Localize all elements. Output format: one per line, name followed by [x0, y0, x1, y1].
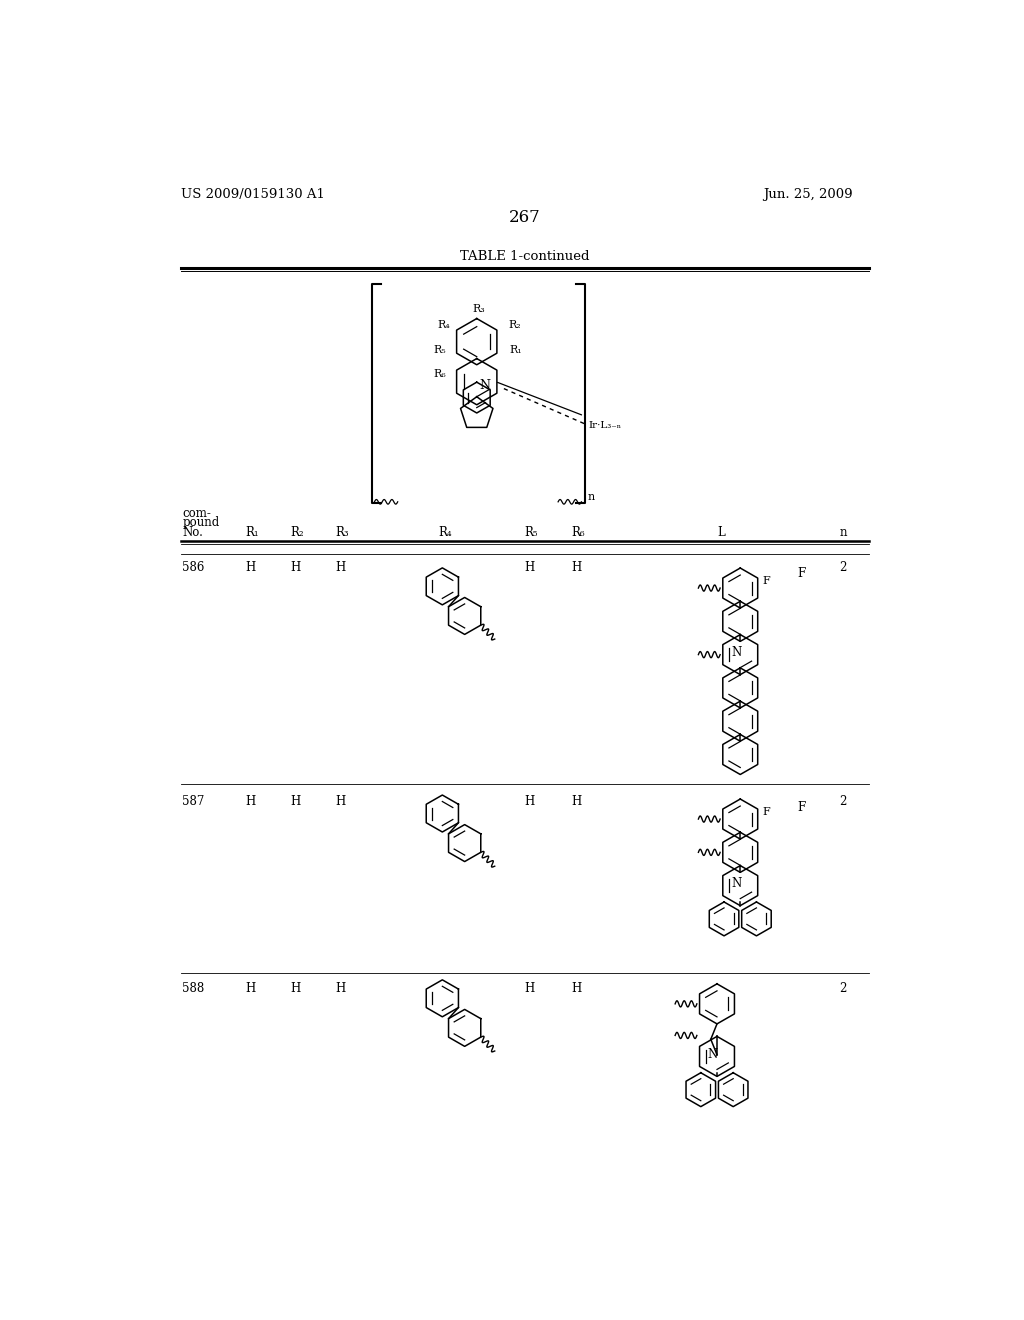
- Text: F: F: [763, 577, 770, 586]
- Text: 588: 588: [182, 982, 205, 994]
- Text: 587: 587: [182, 795, 205, 808]
- Text: H: H: [336, 795, 346, 808]
- Text: H: H: [291, 561, 301, 574]
- Text: F: F: [763, 808, 770, 817]
- Text: H: H: [524, 795, 536, 808]
- Text: H: H: [524, 982, 536, 994]
- Text: com-: com-: [182, 507, 211, 520]
- Text: R₄: R₄: [438, 525, 452, 539]
- Text: H: H: [246, 795, 256, 808]
- Text: H: H: [336, 561, 346, 574]
- Text: 586: 586: [182, 561, 205, 574]
- Text: F: F: [798, 801, 806, 814]
- Text: TABLE 1-continued: TABLE 1-continued: [460, 249, 590, 263]
- Text: n: n: [588, 491, 595, 502]
- Text: H: H: [246, 982, 256, 994]
- Text: No.: No.: [182, 525, 203, 539]
- Text: H: H: [524, 561, 536, 574]
- Text: L: L: [717, 525, 725, 539]
- Text: R₂: R₂: [509, 319, 521, 330]
- Text: 2: 2: [840, 561, 847, 574]
- Text: N: N: [708, 1048, 718, 1061]
- Text: R₁: R₁: [246, 525, 259, 539]
- Text: N: N: [731, 876, 741, 890]
- Text: R₄: R₄: [437, 319, 450, 330]
- Text: R₅: R₅: [524, 525, 539, 539]
- Text: N: N: [731, 645, 741, 659]
- Text: R₂: R₂: [291, 525, 304, 539]
- Text: R₆: R₆: [571, 525, 585, 539]
- Text: Jun. 25, 2009: Jun. 25, 2009: [764, 189, 853, 202]
- Text: H: H: [246, 561, 256, 574]
- Text: R₁: R₁: [509, 346, 522, 355]
- Text: H: H: [336, 982, 346, 994]
- Text: 267: 267: [509, 209, 541, 226]
- Text: R₃: R₃: [336, 525, 349, 539]
- Text: R₆: R₆: [433, 370, 446, 379]
- Text: Ir·L₃₋ₙ: Ir·L₃₋ₙ: [589, 421, 622, 430]
- Text: H: H: [571, 795, 582, 808]
- Text: R₃: R₃: [472, 305, 484, 314]
- Text: 2: 2: [840, 982, 847, 994]
- Text: H: H: [291, 982, 301, 994]
- Text: R₅: R₅: [433, 346, 446, 355]
- Text: H: H: [571, 982, 582, 994]
- Text: H: H: [291, 795, 301, 808]
- Text: H: H: [571, 561, 582, 574]
- Text: n: n: [840, 525, 847, 539]
- Text: N: N: [479, 379, 490, 392]
- Text: pound: pound: [182, 516, 219, 529]
- Text: US 2009/0159130 A1: US 2009/0159130 A1: [180, 189, 325, 202]
- Text: 2: 2: [840, 795, 847, 808]
- Text: F: F: [798, 566, 806, 579]
